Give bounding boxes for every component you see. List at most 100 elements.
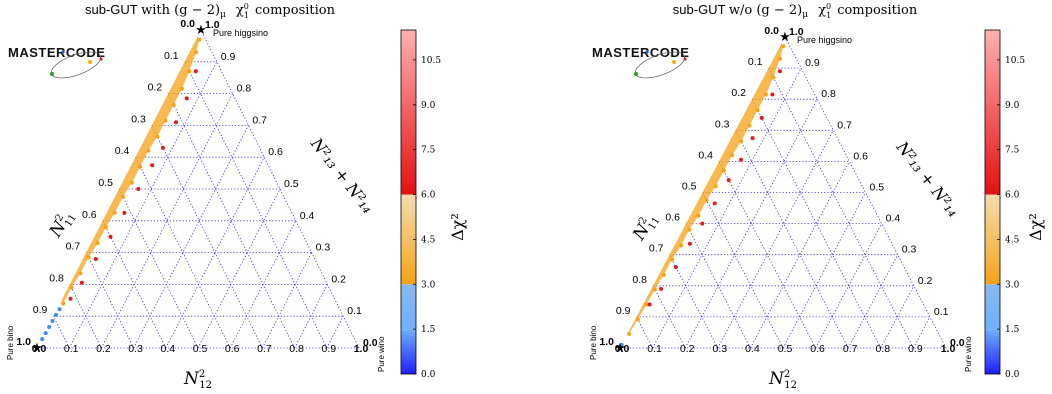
grid-line	[735, 130, 849, 349]
colorbar-tick-label: 0.0	[1005, 370, 1020, 380]
grid-line	[262, 252, 312, 349]
grid-line	[815, 223, 882, 349]
colorbar-tick-label: 7.5	[421, 146, 436, 156]
data-point	[47, 325, 52, 329]
colorbar-tick-label: 3.0	[421, 280, 436, 290]
grid-line	[68, 61, 218, 349]
tick-bottom: 0.1	[64, 343, 79, 355]
colorbar-tick-label: 9.0	[1005, 101, 1020, 111]
star-marker-top: ★	[195, 22, 207, 37]
axis-left-label: N211	[629, 210, 663, 246]
tick-bottom: 0.9	[321, 343, 336, 355]
colorbar-tick-label: 4.5	[1005, 235, 1020, 245]
tick-left: 0.4	[115, 145, 130, 157]
tick-left: 1.0	[599, 336, 614, 348]
data-point	[759, 115, 764, 120]
data-point	[659, 286, 664, 291]
data-point	[739, 157, 743, 162]
title-chi-sub: 1	[826, 11, 831, 20]
colorbar-band	[401, 30, 416, 195]
corner-label-left: Pure bino	[589, 325, 598, 360]
axis-left-sup: 2	[637, 215, 650, 226]
colorbar-tick-label: 10.5	[421, 56, 441, 66]
colorbar-tick-label: 3.0	[1005, 280, 1020, 290]
star-marker-top: ★	[779, 29, 791, 44]
data-point	[68, 296, 73, 301]
colorbar-tick-label: 1.5	[1005, 325, 1020, 335]
tick-right: 0.9	[221, 51, 236, 63]
tick-right: 0.2	[331, 273, 346, 285]
title-prefix: sub-GUT	[85, 2, 141, 17]
axis-right-label: N²₁₃ + N²₁₄	[307, 133, 378, 216]
grid-line	[118, 188, 199, 349]
data-point	[50, 319, 55, 323]
star-marker-left: ★	[31, 340, 43, 355]
colorbar-tick-label: 9.0	[421, 101, 436, 111]
data-point	[673, 265, 678, 270]
colorbar: 0.0 1.5 3.0 4.5 6.0 7.5 9.0 10.5 Δχ²	[984, 29, 1045, 380]
axis-right-label: N²₁₃ + N²₁₄	[892, 137, 963, 220]
chart-title: sub-GUT w/o (g − 2)μ χ0 1 composition	[673, 2, 918, 20]
axis-bottom-sub: 12	[199, 380, 212, 391]
colorbar-tick-label: 1.5	[421, 325, 436, 335]
data-point	[770, 92, 775, 97]
title-chi-sup: 0	[244, 2, 249, 11]
tick-bottom: 0.1	[647, 343, 662, 355]
logo-dot-green	[634, 72, 638, 76]
colorbar-band	[401, 194, 416, 285]
logo-dot-red	[99, 57, 103, 61]
tick-left: 0.0	[180, 18, 195, 30]
colorbar-band	[985, 30, 1000, 195]
data-point	[93, 257, 98, 261]
series-3	[647, 69, 782, 307]
axis-bottom-sub: 12	[784, 380, 797, 391]
axis-bottom-label: N2 12	[768, 369, 797, 391]
axis-bottom-label: N2 12	[183, 369, 212, 391]
grid-line	[717, 130, 834, 349]
colorbar-band	[401, 284, 416, 330]
tick-bottom: 0.8	[289, 343, 304, 355]
tick-left: 0.3	[131, 113, 146, 125]
grid-line	[85, 252, 134, 349]
title-rest: w/o (g − 2)	[729, 3, 802, 18]
tick-right: 0.4	[886, 213, 901, 225]
axis-bottom-sup: 2	[199, 369, 205, 380]
logo-dot-green	[50, 72, 54, 76]
tick-left: 0.9	[33, 304, 48, 316]
tick-right: 1.0	[205, 19, 220, 31]
tick-left: 0.9	[616, 305, 631, 317]
tick-right: 0.5	[870, 182, 885, 194]
data-point	[40, 337, 45, 342]
data-point	[193, 69, 198, 74]
tick-bottom: 0.0	[32, 343, 47, 355]
title-sub: μ	[220, 10, 226, 20]
axis-bottom-n: N	[183, 369, 200, 389]
grid-line	[685, 223, 751, 349]
grid-line	[880, 285, 915, 349]
tick-left: 0.8	[632, 274, 647, 286]
grid-line	[669, 254, 719, 349]
data-point	[783, 35, 787, 39]
colorbar: 0.0 1.5 3.0 4.5 6.0 7.5 9.0 10.5 Δχ²	[400, 29, 467, 380]
tick-left: 0.7	[66, 241, 81, 253]
mastercode-logo: MASTERCODE	[592, 45, 689, 79]
tick-left: 0.2	[731, 87, 746, 99]
data-point	[108, 234, 113, 239]
tick-bottom: 0.5	[778, 343, 793, 355]
data-point	[79, 280, 84, 285]
tick-bottom: 0.9	[908, 343, 923, 355]
tick-left: 0.6	[82, 209, 97, 221]
data-point	[726, 178, 731, 183]
tick-right: 0.3	[316, 242, 331, 254]
grid-line	[636, 316, 653, 349]
tick-left: 0.5	[682, 181, 697, 193]
grid-line	[197, 188, 281, 349]
logo-dot-blue	[61, 50, 65, 54]
title-sub: μ	[802, 10, 808, 20]
grid-line	[133, 125, 249, 349]
grid-line	[768, 67, 914, 349]
grid-line	[102, 220, 167, 349]
tick-left: 0.0	[764, 25, 779, 37]
tick-bottom: 0.3	[712, 343, 727, 355]
tick-right: 1.0	[789, 26, 804, 38]
